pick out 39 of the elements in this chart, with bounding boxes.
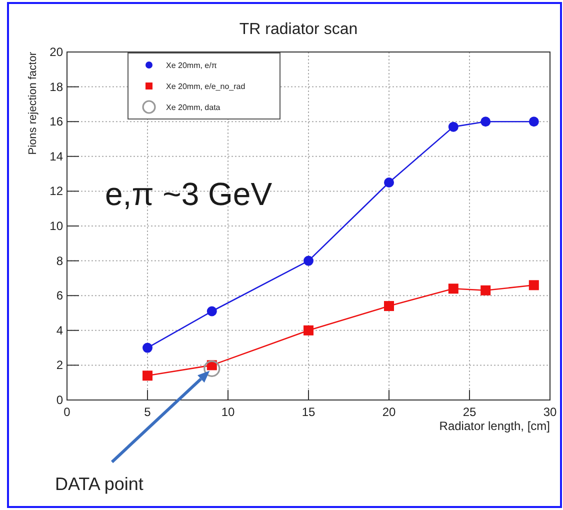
y-tick-label: 6 bbox=[56, 288, 64, 303]
y-tick-label: 20 bbox=[50, 45, 64, 59]
x-tick-label: 25 bbox=[462, 405, 476, 419]
y-tick-label: 0 bbox=[56, 393, 64, 407]
y-tick-label: 4 bbox=[56, 323, 64, 338]
point bbox=[204, 360, 220, 377]
y-tick-label: 8 bbox=[56, 254, 64, 268]
legend-label: Xe 20mm, data bbox=[166, 103, 221, 112]
point bbox=[304, 325, 314, 336]
y-tick-label: 14 bbox=[50, 149, 64, 164]
point bbox=[480, 116, 491, 127]
legend-label: Xe 20mm, e/π bbox=[166, 61, 218, 70]
legend-label: Xe 20mm, e/e_no_rad bbox=[166, 82, 246, 91]
y-tick-label: 10 bbox=[50, 219, 64, 233]
point bbox=[480, 285, 491, 296]
point bbox=[304, 256, 314, 266]
annotation: e,π ~3 GeV bbox=[105, 176, 273, 212]
x-tick-label: 5 bbox=[144, 405, 152, 419]
y-axis-title: Pions rejection factor bbox=[27, 52, 39, 155]
point bbox=[206, 306, 217, 316]
text: DATA point bbox=[55, 474, 144, 494]
point bbox=[448, 122, 458, 132]
point bbox=[142, 342, 152, 353]
x-tick-label: 20 bbox=[382, 405, 396, 419]
point bbox=[448, 284, 458, 294]
x-axis-title: Radiator length, [cm] bbox=[439, 419, 550, 433]
y-tick-label: 12 bbox=[50, 184, 64, 198]
y-tick-label: 2 bbox=[56, 358, 64, 372]
x-tick-label: 10 bbox=[221, 405, 235, 419]
x-tick-label: 15 bbox=[302, 405, 316, 419]
y-tick-label: 16 bbox=[50, 114, 64, 129]
point bbox=[384, 178, 394, 188]
point bbox=[142, 370, 152, 381]
y-tick-label: 18 bbox=[50, 80, 64, 94]
x-tick-label: 30 bbox=[543, 405, 557, 419]
chart-title: TR radiator scan bbox=[239, 21, 358, 38]
point bbox=[528, 116, 539, 127]
point bbox=[528, 280, 539, 290]
point bbox=[384, 301, 394, 312]
